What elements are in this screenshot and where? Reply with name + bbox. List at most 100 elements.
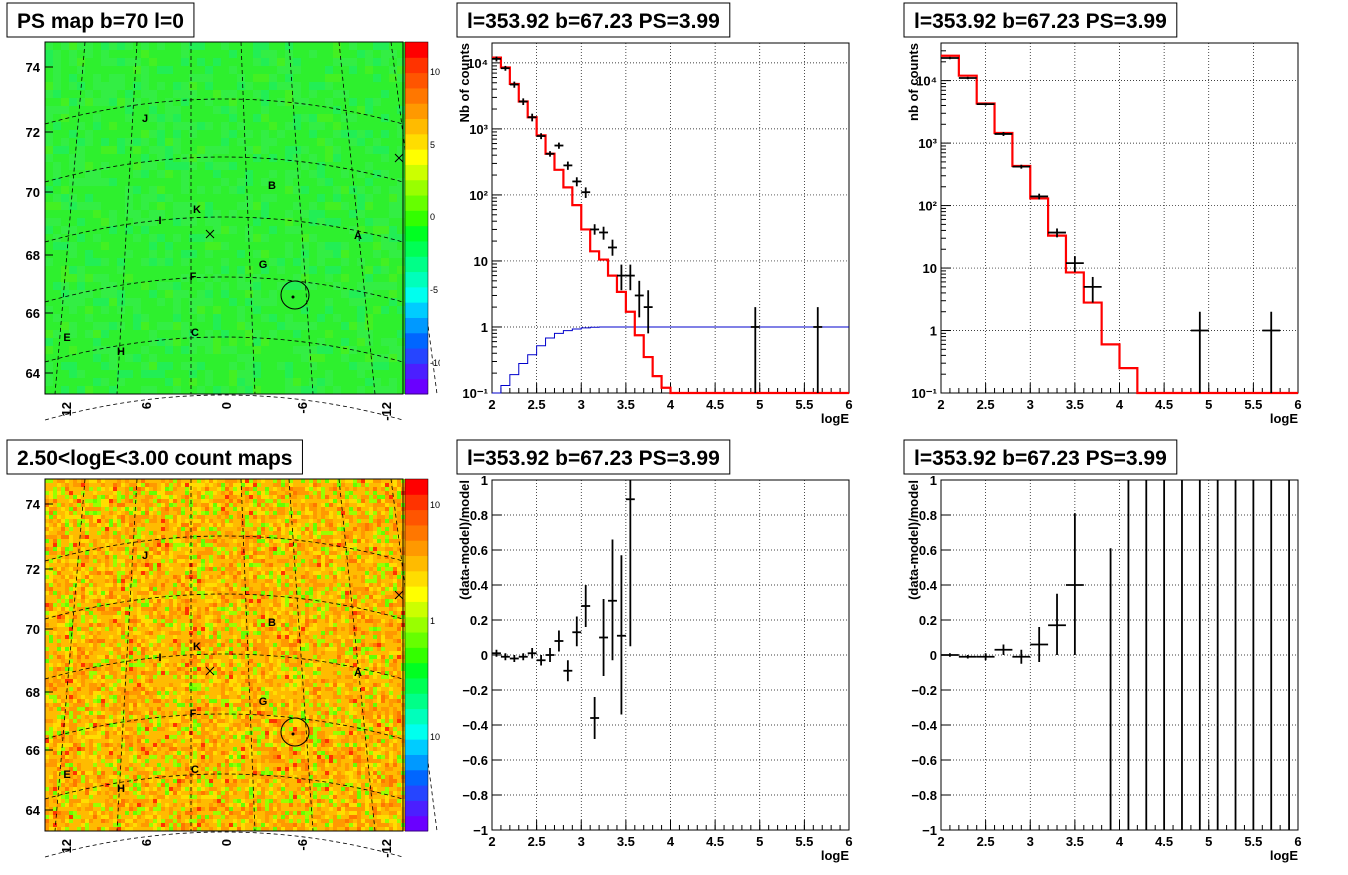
map-pixel — [217, 599, 221, 603]
map-pixel — [277, 563, 281, 567]
map-pixel — [193, 527, 197, 531]
map-pixel — [301, 535, 305, 539]
map-pixel — [125, 122, 133, 130]
map-pixel — [237, 106, 245, 114]
map-pixel — [381, 551, 385, 555]
map-pixel — [269, 242, 277, 250]
map-pixel — [313, 487, 317, 491]
map-pixel — [57, 519, 61, 523]
map-pixel — [93, 314, 101, 322]
map-pixel — [157, 531, 161, 535]
map-pixel — [105, 539, 109, 543]
map-pixel — [225, 591, 229, 595]
map-pixel — [245, 354, 253, 362]
map-pixel — [265, 603, 269, 607]
map-pixel — [177, 519, 181, 523]
map-pixel — [125, 539, 129, 543]
map-pixel — [93, 491, 97, 495]
map-pixel — [373, 210, 381, 218]
map-pixel — [97, 563, 101, 567]
map-pixel — [205, 491, 209, 495]
map-pixel — [225, 539, 229, 543]
map-pixel — [341, 218, 349, 226]
map-pixel — [309, 599, 313, 603]
map-pixel — [213, 298, 221, 306]
map-pixel — [133, 386, 141, 394]
map-pixel — [165, 587, 169, 591]
map-pixel — [325, 290, 333, 298]
map-pixel — [205, 106, 213, 114]
map-pixel — [153, 547, 157, 551]
map-pixel — [153, 607, 157, 611]
map-pixel — [61, 114, 69, 122]
map-pixel — [181, 330, 189, 338]
map-pixel — [357, 330, 365, 338]
map-pixel — [333, 250, 341, 258]
map-pixel — [261, 146, 269, 154]
map-pixel — [45, 551, 49, 555]
map-pixel — [173, 603, 177, 607]
map-pixel — [57, 543, 61, 547]
map-pixel — [125, 535, 129, 539]
map-pixel — [213, 258, 221, 266]
map-pixel — [157, 599, 161, 603]
map-pixel — [325, 511, 329, 515]
map-pixel — [213, 378, 221, 386]
map-pixel — [81, 571, 85, 575]
map-pixel — [173, 114, 181, 122]
map-pixel — [69, 106, 77, 114]
map-pixel — [73, 491, 77, 495]
map-pixel — [221, 583, 225, 587]
map-pixel — [169, 507, 173, 511]
map-pixel — [301, 202, 309, 210]
map-pixel — [173, 306, 181, 314]
map-pixel — [225, 559, 229, 563]
map-pixel — [365, 330, 373, 338]
map-pixel — [269, 599, 273, 603]
map-pixel — [193, 515, 197, 519]
map-pixel — [349, 338, 357, 346]
map-pixel — [261, 90, 269, 98]
map-pixel — [225, 527, 229, 531]
map-pixel — [325, 186, 333, 194]
map-pixel — [309, 98, 317, 106]
map-pixel — [73, 595, 77, 599]
map-pixel — [277, 378, 285, 386]
map-pixel — [129, 539, 133, 543]
map-pixel — [61, 154, 69, 162]
map-pixel — [133, 242, 141, 250]
map-pixel — [281, 559, 285, 563]
map-pixel — [193, 487, 197, 491]
map-pixel — [397, 226, 405, 234]
map-pixel — [137, 559, 141, 563]
map-pixel — [165, 266, 173, 274]
map-pixel — [221, 330, 229, 338]
map-pixel — [221, 242, 229, 250]
map-pixel — [141, 146, 149, 154]
map-pixel — [253, 226, 261, 234]
map-pixel — [201, 587, 205, 591]
map-pixel — [309, 563, 313, 567]
map-pixel — [145, 547, 149, 551]
map-pixel — [233, 495, 237, 499]
map-pixel — [349, 491, 353, 495]
map-pixel — [293, 491, 297, 495]
map-pixel — [181, 170, 189, 178]
map-pixel — [177, 567, 181, 571]
map-pixel — [109, 266, 117, 274]
map-pixel — [245, 507, 249, 511]
map-pixel — [373, 218, 381, 226]
map-pixel — [145, 495, 149, 499]
map-pixel — [149, 607, 153, 611]
map-pixel — [249, 535, 253, 539]
map-pixel — [101, 218, 109, 226]
map-pixel — [293, 122, 301, 130]
map-pixel — [197, 210, 205, 218]
map-pixel — [173, 146, 181, 154]
map-pixel — [389, 571, 393, 575]
map-pixel — [393, 515, 397, 519]
map-pixel — [341, 595, 345, 599]
map-pixel — [325, 539, 329, 543]
map-pixel — [129, 579, 133, 583]
map-pixel — [81, 603, 85, 607]
